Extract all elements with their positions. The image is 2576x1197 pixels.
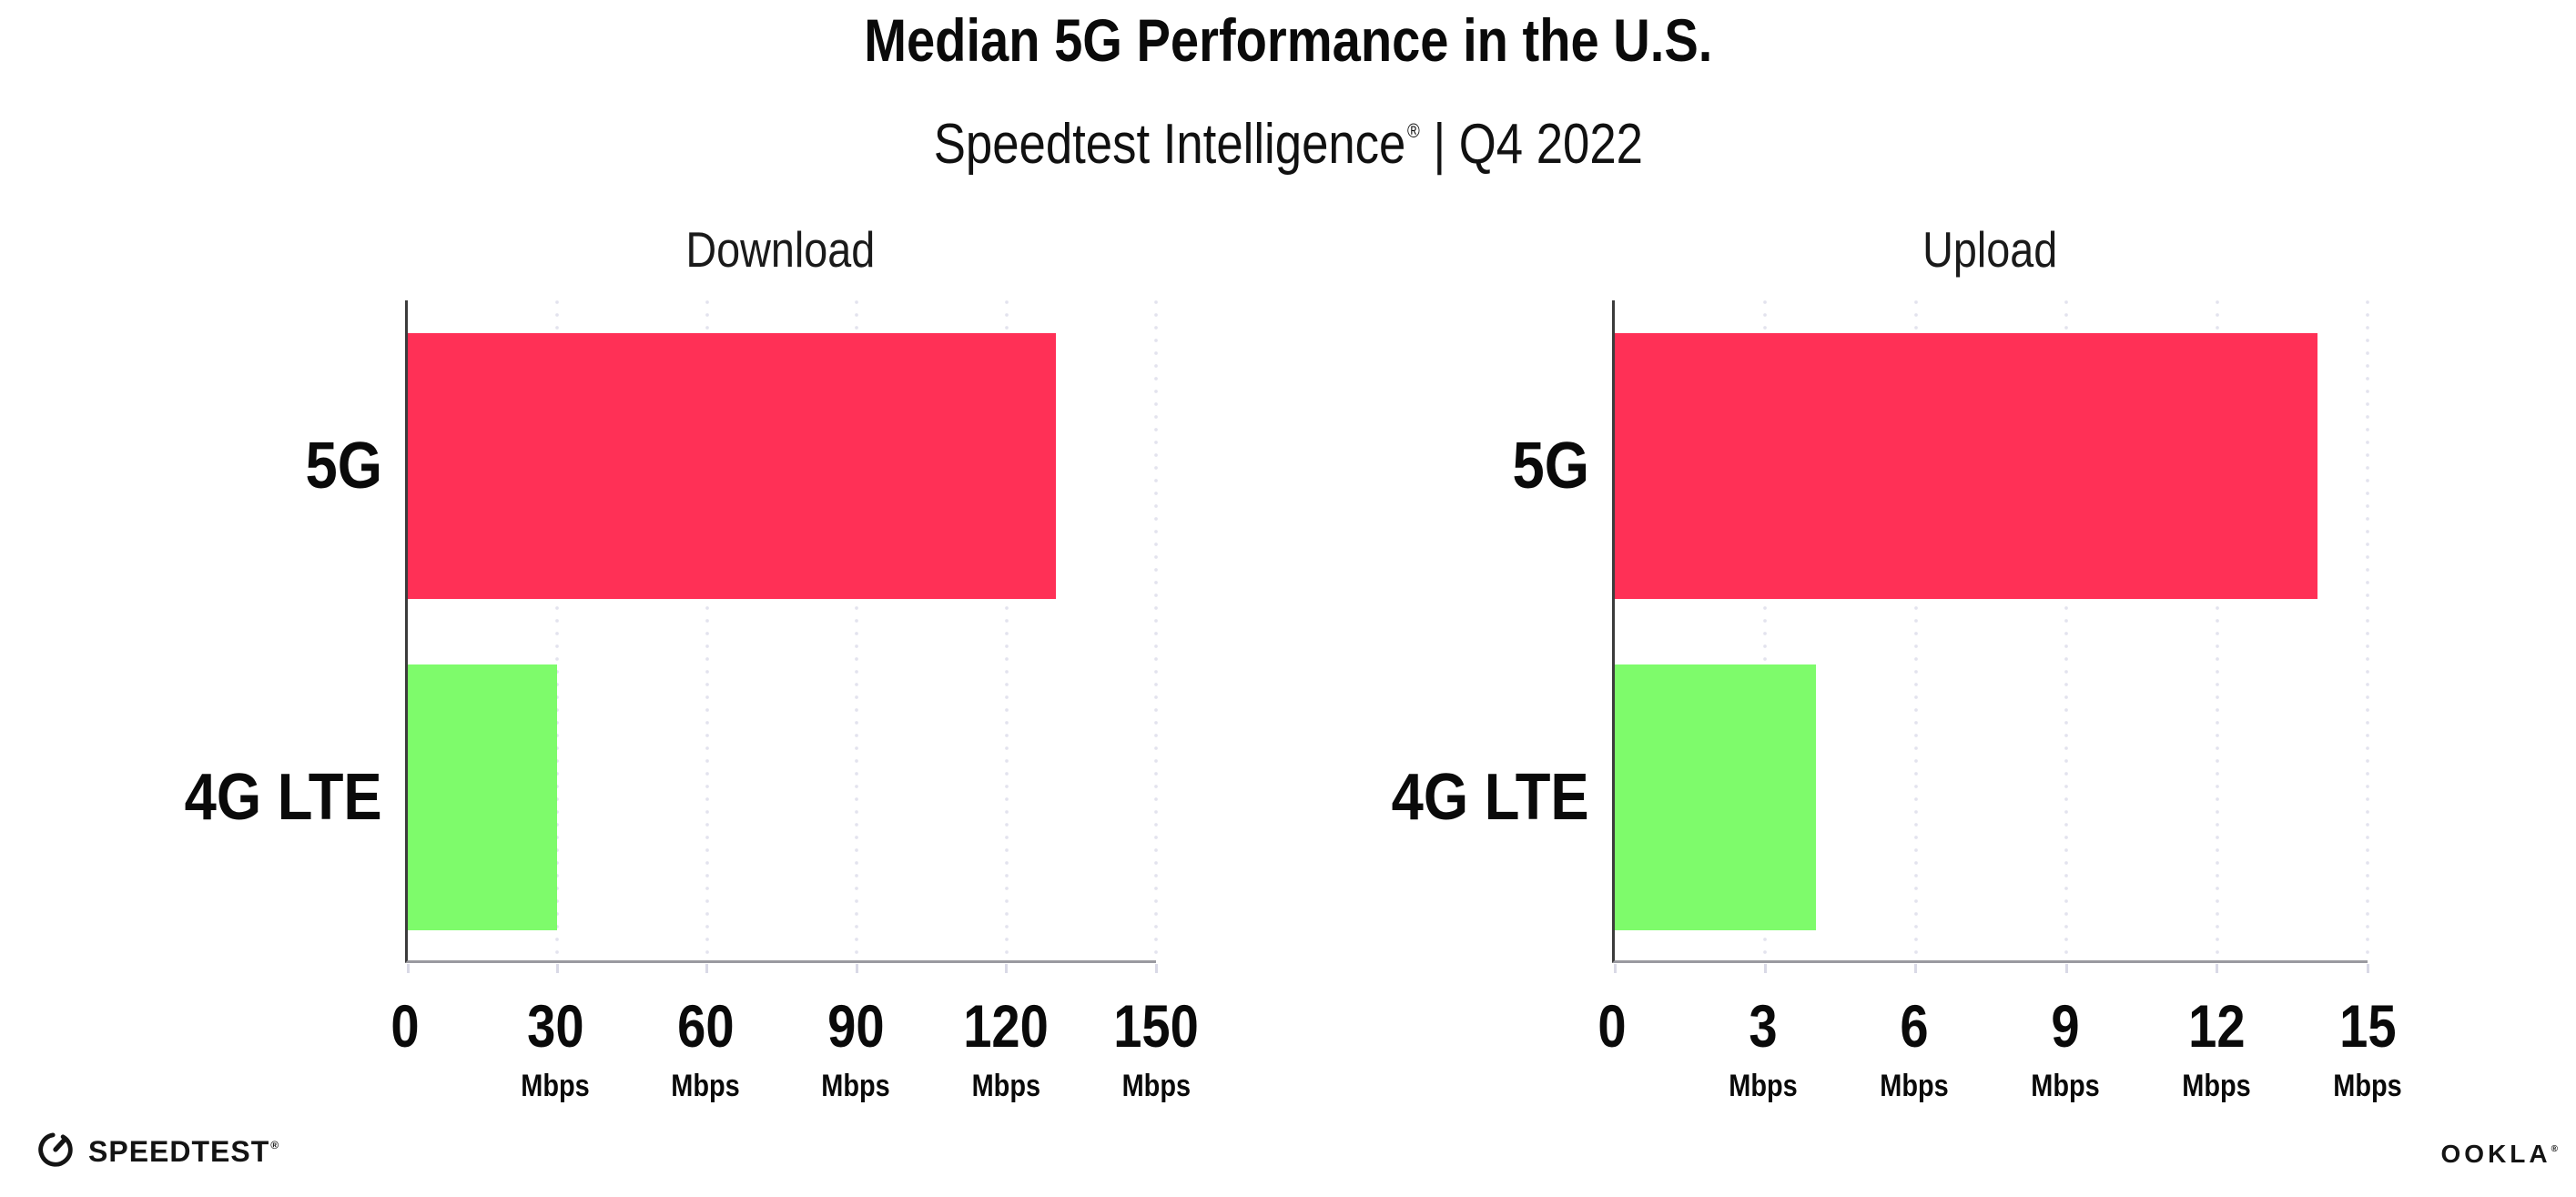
- axis-tick-mark: [1914, 964, 1918, 973]
- x-tick-label: 6 Mbps: [1874, 996, 1955, 1101]
- category-label: 5G: [295, 429, 382, 503]
- bar-4g-lte: [1615, 664, 1816, 930]
- x-tick-value: 0: [390, 992, 420, 1060]
- x-tick-label: 90 Mbps: [816, 996, 897, 1101]
- ookla-logo: OOKLA®: [2441, 1134, 2561, 1170]
- x-tick-unit: Mbps: [671, 1069, 740, 1103]
- speedtest-trademark-icon: ®: [270, 1138, 280, 1151]
- plot-area: 5G 4G LTE: [185, 300, 1158, 973]
- chart-title-text: Download: [685, 221, 876, 278]
- gridline: [1913, 300, 1918, 960]
- x-tick-value: 9: [2051, 992, 2080, 1060]
- x-tick-value: 120: [963, 992, 1049, 1060]
- x-tick-value: 3: [1749, 992, 1778, 1060]
- x-tick-unit: Mbps: [1880, 1069, 1949, 1103]
- axis-tick-mark: [2366, 964, 2369, 973]
- category-label-text: 5G: [305, 430, 382, 502]
- axis-tick-mark: [555, 964, 559, 973]
- axis-tick-mark: [2216, 964, 2219, 973]
- category-label-text: 4G LTE: [184, 761, 382, 834]
- page-subtitle-text: Speedtest Intelligence® | Q4 2022: [933, 89, 1642, 187]
- axis-tick-mark: [1613, 964, 1617, 973]
- x-tick-value: 150: [1113, 992, 1199, 1060]
- gridline: [1154, 300, 1158, 960]
- x-tick-unit: Mbps: [821, 1069, 890, 1103]
- x-tick-value: 60: [676, 992, 735, 1060]
- x-tick-value: 30: [526, 992, 584, 1060]
- x-tick-label: 30 Mbps: [515, 996, 596, 1101]
- axis-tick-mark: [705, 964, 709, 973]
- speedtest-wordmark: SPEEDTEST®: [88, 1122, 279, 1174]
- x-tick-label: 3 Mbps: [1723, 996, 1804, 1101]
- axis-tick-mark: [2064, 964, 2068, 973]
- x-tick-label: 15 Mbps: [2328, 996, 2409, 1101]
- x-tick-value: 6: [1900, 992, 1929, 1060]
- x-tick-unit: Mbps: [2333, 1069, 2402, 1103]
- x-tick-unit: Mbps: [2031, 1069, 2100, 1103]
- registered-trademark-icon: ®: [1406, 119, 1420, 142]
- gridline: [705, 300, 709, 960]
- speedtest-label: SPEEDTEST: [88, 1134, 270, 1168]
- category-label-text: 4G LTE: [1391, 761, 1589, 834]
- x-tick-unit: Mbps: [971, 1069, 1040, 1103]
- speedtest-gauge-icon: [35, 1127, 76, 1169]
- x-tick-label: 60 Mbps: [665, 996, 746, 1101]
- x-tick-value: 15: [2338, 992, 2397, 1060]
- gridline: [2215, 300, 2219, 960]
- x-tick-unit: Mbps: [1121, 1069, 1191, 1103]
- category-label: 5G: [1502, 429, 1589, 503]
- x-tick-label: 120 Mbps: [956, 996, 1056, 1101]
- x-tick-unit: Mbps: [1729, 1069, 1798, 1103]
- x-tick-value: 0: [1597, 992, 1627, 1060]
- subtitle-product: Speedtest Intelligence: [933, 113, 1405, 176]
- x-tick-label: 12 Mbps: [2176, 996, 2257, 1101]
- bar-5g: [408, 333, 1057, 599]
- gridline: [1004, 300, 1009, 960]
- x-axis: 0 3 Mbps 6 Mbps 9 Mbps 12 Mbps 15 Mbps: [1597, 996, 2401, 1169]
- gridline: [2366, 300, 2369, 960]
- ookla-label: OOKLA: [2440, 1140, 2551, 1168]
- download-chart: Download 5G 4G LTE 0 30 Mbps 60 Mbps 90 Mbps 120…: [185, 222, 1199, 1101]
- axis-tick-mark: [406, 964, 410, 973]
- x-tick-unit: Mbps: [521, 1069, 590, 1103]
- gridline: [1763, 300, 1768, 960]
- chart-title-text: Upload: [1922, 221, 2058, 278]
- x-tick-unit: Mbps: [2182, 1069, 2251, 1103]
- category-label: 4G LTE: [1364, 760, 1589, 835]
- upload-chart: Upload 5G 4G LTE 0 3 Mbps 6 Mbps 9 Mbps 12 Mbps 15…: [1392, 222, 2402, 1101]
- axis-tick-mark: [1154, 964, 1158, 973]
- gridline: [855, 300, 859, 960]
- page-subtitle: Speedtest Intelligence® | Q4 2022: [0, 89, 2576, 187]
- speedtest-logo: SPEEDTEST®: [35, 1125, 279, 1171]
- subtitle-period: | Q4 2022: [1419, 113, 1643, 176]
- gridline: [555, 300, 560, 960]
- page-title-text: Median 5G Performance in the U.S.: [863, 6, 1713, 74]
- axis-tick-mark: [1763, 964, 1767, 973]
- x-axis: 0 30 Mbps 60 Mbps 90 Mbps 120 Mbps 150 Mbps: [390, 996, 1198, 1169]
- chart-title: Upload: [1612, 222, 2368, 277]
- x-tick-label: 150 Mbps: [1106, 996, 1206, 1101]
- x-tick-label: 9 Mbps: [2025, 996, 2106, 1101]
- category-label: 4G LTE: [157, 760, 382, 835]
- plot-area: 5G 4G LTE: [1392, 300, 2369, 973]
- x-tick-label: 0: [389, 996, 422, 1056]
- axis-tick-mark: [1005, 964, 1009, 973]
- chart-title: Download: [405, 222, 1156, 277]
- x-tick-value: 90: [827, 992, 885, 1060]
- bar-4g-lte: [408, 664, 558, 930]
- category-label-text: 5G: [1512, 430, 1589, 502]
- axis-tick-mark: [855, 964, 858, 973]
- x-tick-value: 12: [2187, 992, 2246, 1060]
- gridline: [2064, 300, 2069, 960]
- page-title: Median 5G Performance in the U.S.: [0, 2, 2576, 78]
- bar-5g: [1615, 333, 2317, 599]
- x-tick-label: 0: [1596, 996, 1629, 1056]
- ookla-trademark-icon: ®: [2551, 1144, 2561, 1154]
